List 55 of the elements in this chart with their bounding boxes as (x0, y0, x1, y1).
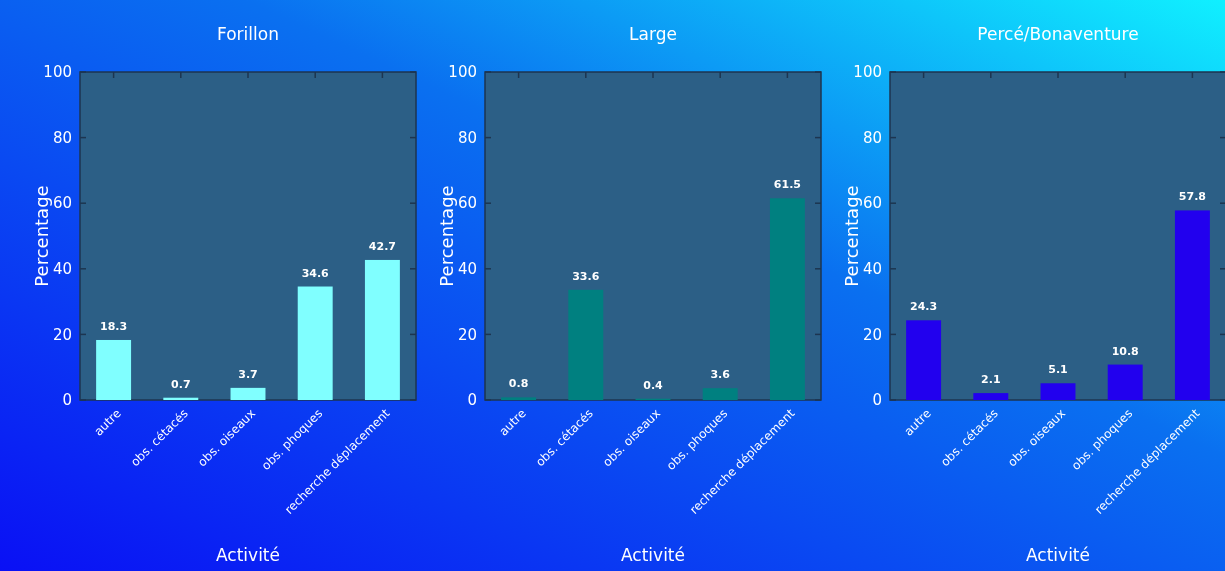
data-label: 2.1 (981, 373, 1001, 387)
data-label: 57.8 (1178, 190, 1206, 204)
data-label: 34.6 (301, 266, 330, 280)
y-tick-label: 80 (52, 128, 72, 147)
data-label: 24.3 (910, 300, 938, 314)
data-label: 0.4 (643, 378, 664, 392)
y-tick-label: 100 (853, 63, 882, 82)
y-tick-label: 0 (62, 391, 72, 410)
data-label: 3.6 (710, 368, 731, 382)
bar (501, 397, 537, 400)
y-tick-label: 20 (862, 325, 882, 344)
data-label: 3.7 (238, 367, 258, 381)
y-axis-title: Percentage (31, 185, 52, 287)
y-tick-label: 60 (862, 194, 882, 213)
bar (973, 393, 1009, 400)
y-tick-label: 80 (862, 128, 882, 147)
data-label: 0.7 (171, 377, 191, 391)
chart-title: Forillon (217, 24, 279, 44)
bar (906, 320, 942, 400)
data-label: 33.6 (572, 269, 600, 283)
bar (702, 388, 738, 400)
y-tick-label: 40 (52, 260, 72, 279)
y-tick-label: 60 (457, 194, 477, 213)
chart-title: Percé/Bonaventure (977, 24, 1139, 44)
x-axis-title: Activité (216, 545, 280, 565)
data-label: 0.8 (508, 377, 529, 391)
y-tick-label: 0 (872, 391, 882, 410)
y-tick-label: 40 (862, 260, 882, 279)
y-tick-label: 80 (457, 128, 477, 147)
bar (96, 339, 132, 400)
data-label: 42.7 (368, 239, 396, 253)
bar (297, 286, 333, 400)
bar (1040, 383, 1076, 400)
x-axis-title: Activité (621, 545, 685, 565)
y-axis-title: Percentage (436, 185, 457, 287)
data-label: 61.5 (773, 178, 801, 192)
chart-title: Large (629, 24, 677, 44)
bar (769, 198, 805, 400)
y-tick-label: 20 (52, 325, 72, 344)
y-tick-label: 100 (43, 63, 72, 82)
bar (1107, 364, 1143, 400)
bar (1174, 210, 1210, 400)
data-label: 18.3 (100, 319, 128, 333)
data-label: 5.1 (1048, 363, 1068, 377)
y-tick-label: 0 (467, 391, 477, 410)
y-tick-label: 60 (52, 194, 72, 213)
y-tick-label: 20 (457, 325, 477, 344)
y-tick-label: 40 (457, 260, 477, 279)
y-axis-title: Percentage (841, 185, 862, 287)
bar (364, 259, 400, 400)
data-label: 10.8 (1111, 344, 1139, 358)
y-tick-label: 100 (448, 63, 477, 82)
x-axis-title: Activité (1026, 545, 1090, 565)
bar (568, 289, 604, 400)
bar (230, 387, 266, 400)
